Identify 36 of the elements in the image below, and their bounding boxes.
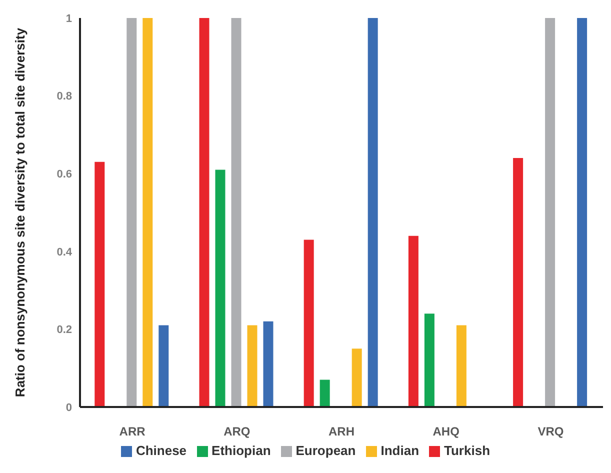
x-tick-label: VRQ: [538, 424, 564, 439]
bar: [408, 236, 418, 407]
y-tick-label: 0.6: [56, 168, 72, 181]
legend-label: Ethiopian: [212, 443, 271, 458]
bar: [368, 18, 378, 407]
bar: [424, 314, 434, 407]
bar: [352, 348, 362, 407]
legend-label: European: [296, 443, 356, 458]
bar: [215, 170, 226, 407]
y-tick-label: 0.8: [56, 90, 72, 103]
bar: [199, 18, 210, 407]
bar: [94, 162, 105, 407]
bar: [513, 158, 524, 407]
bar: [126, 18, 137, 407]
y-tick-label: 0: [66, 402, 72, 414]
bar: [456, 325, 466, 407]
bar: [142, 18, 153, 407]
legend-label: Turkish: [444, 443, 490, 458]
y-tick-label: 0.2: [56, 324, 72, 336]
bar: [320, 380, 330, 407]
bar: [304, 240, 314, 407]
x-tick-label: ARR: [119, 424, 146, 439]
x-tick-label: ARQ: [224, 424, 250, 439]
y-tick-label: 0.4: [56, 246, 73, 258]
y-axis-title: Ratio of nonsynonymous site diversity to total site diversity: [12, 27, 28, 398]
x-tick-label: AHQ: [432, 424, 460, 439]
bar: [231, 18, 242, 407]
legend-label: Chinese: [136, 443, 187, 458]
x-tick-label: ARH: [328, 424, 354, 439]
bar: [577, 18, 588, 407]
bar: [545, 18, 556, 407]
bar: [158, 325, 169, 407]
bar: [263, 321, 274, 407]
y-tick-label: 1: [66, 12, 72, 25]
legend-label: Indian: [380, 443, 420, 458]
bar: [247, 325, 258, 407]
